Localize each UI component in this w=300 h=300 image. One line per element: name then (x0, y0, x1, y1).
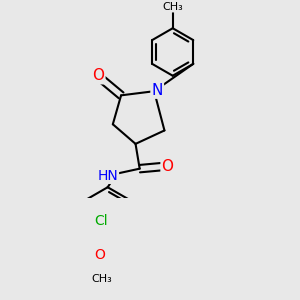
Text: Cl: Cl (94, 214, 108, 228)
Text: O: O (92, 68, 104, 83)
Text: HN: HN (97, 169, 118, 183)
Text: O: O (162, 159, 174, 174)
Text: CH₃: CH₃ (162, 2, 183, 12)
Text: N: N (152, 83, 163, 98)
Text: O: O (94, 248, 105, 262)
Text: CH₃: CH₃ (91, 274, 112, 284)
